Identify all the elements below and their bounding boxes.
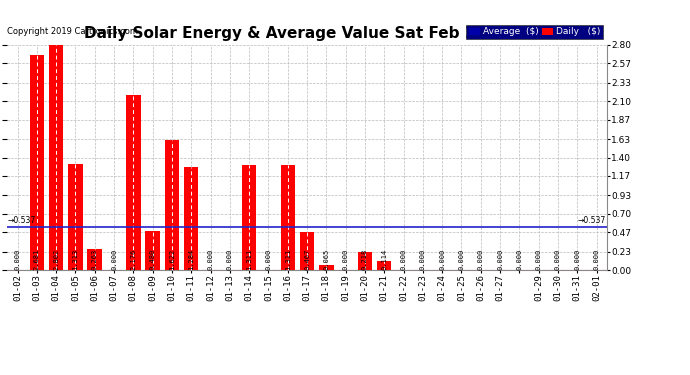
Legend: Average  ($), Daily   ($): Average ($), Daily ($) <box>466 25 602 39</box>
Bar <box>319 265 333 270</box>
Text: 0.000: 0.000 <box>458 248 464 270</box>
Text: 0.000: 0.000 <box>516 248 522 270</box>
Text: 0.000: 0.000 <box>477 248 484 270</box>
Text: 0.065: 0.065 <box>324 248 329 270</box>
Text: 1.311: 1.311 <box>246 248 252 270</box>
Text: 0.000: 0.000 <box>439 248 445 270</box>
Bar <box>126 95 141 270</box>
Title: Daily Solar Energy & Average Value Sat Feb 2 16:55: Daily Solar Energy & Average Value Sat F… <box>84 26 530 41</box>
Text: 0.000: 0.000 <box>14 248 21 270</box>
Bar <box>30 54 44 270</box>
Text: 0.000: 0.000 <box>227 248 233 270</box>
Text: 0.000: 0.000 <box>111 248 117 270</box>
Text: 0.000: 0.000 <box>401 248 406 270</box>
Bar <box>242 165 257 270</box>
Bar <box>300 232 314 270</box>
Bar <box>281 165 295 270</box>
Bar <box>68 165 83 270</box>
Text: 0.114: 0.114 <box>382 248 387 270</box>
Text: 0.263: 0.263 <box>92 248 98 270</box>
Text: 0.480: 0.480 <box>150 248 156 270</box>
Text: 0.218: 0.218 <box>362 248 368 270</box>
Text: 0.000: 0.000 <box>535 248 542 270</box>
Text: 0.467: 0.467 <box>304 248 310 270</box>
Text: 0.000: 0.000 <box>555 248 561 270</box>
Text: 0.000: 0.000 <box>343 248 348 270</box>
Text: 0.000: 0.000 <box>497 248 503 270</box>
Text: 1.622: 1.622 <box>169 248 175 270</box>
Bar <box>49 45 63 270</box>
Bar <box>184 167 199 270</box>
Bar <box>146 231 160 270</box>
Text: 1.311: 1.311 <box>285 248 290 270</box>
Text: 2.802: 2.802 <box>53 248 59 270</box>
Text: 2.681: 2.681 <box>34 248 40 270</box>
Text: 1.313: 1.313 <box>72 248 79 270</box>
Text: 0.000: 0.000 <box>266 248 271 270</box>
Text: 0.000: 0.000 <box>208 248 213 270</box>
Text: 2.176: 2.176 <box>130 248 137 270</box>
Text: →0.537: →0.537 <box>578 216 607 225</box>
Text: 0.000: 0.000 <box>593 248 600 270</box>
Text: 1.284: 1.284 <box>188 248 195 270</box>
Bar <box>377 261 391 270</box>
Bar <box>357 252 372 270</box>
Text: →0.537: →0.537 <box>8 216 36 225</box>
Text: 0.000: 0.000 <box>420 248 426 270</box>
Bar <box>165 140 179 270</box>
Bar <box>88 249 102 270</box>
Text: Copyright 2019 Cartronics.com: Copyright 2019 Cartronics.com <box>7 27 138 36</box>
Text: 0.000: 0.000 <box>574 248 580 270</box>
